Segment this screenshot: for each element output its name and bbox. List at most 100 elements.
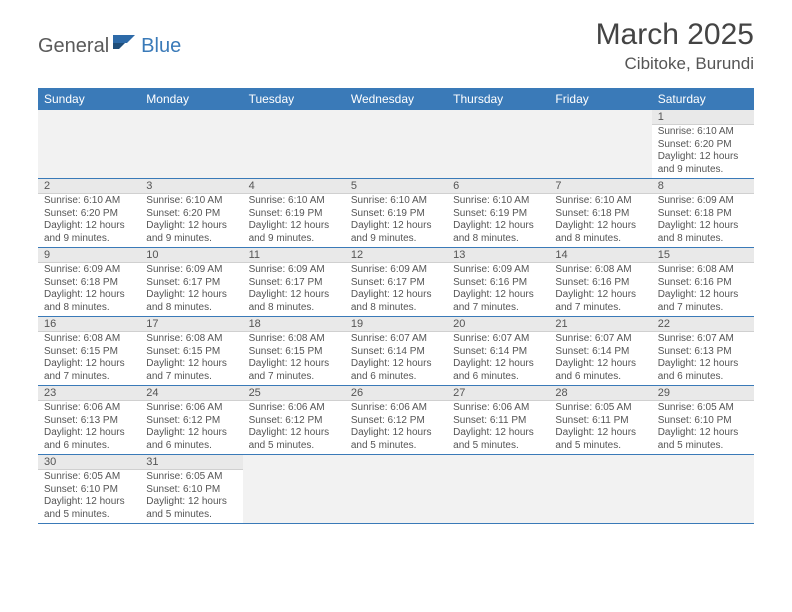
daylight-text: Daylight: 12 hours and 7 minutes. xyxy=(249,358,339,383)
sunset-text: Sunset: 6:20 PM xyxy=(658,139,748,152)
day-cell: 13Sunrise: 6:09 AMSunset: 6:16 PMDayligh… xyxy=(447,248,549,316)
weekday-label: Monday xyxy=(140,88,242,110)
sunrise-text: Sunrise: 6:09 AM xyxy=(351,264,441,277)
daylight-text: Daylight: 12 hours and 8 minutes. xyxy=(453,220,543,245)
sunrise-text: Sunrise: 6:08 AM xyxy=(146,333,236,346)
day-details: Sunrise: 6:09 AMSunset: 6:18 PMDaylight:… xyxy=(38,263,140,316)
day-number: 22 xyxy=(652,317,754,332)
day-number: 20 xyxy=(447,317,549,332)
logo-text-blue: Blue xyxy=(141,35,181,58)
day-number: 1 xyxy=(652,110,754,125)
sunset-text: Sunset: 6:16 PM xyxy=(658,277,748,290)
daylight-text: Daylight: 12 hours and 5 minutes. xyxy=(453,427,543,452)
day-number: 13 xyxy=(447,248,549,263)
sunrise-text: Sunrise: 6:10 AM xyxy=(555,195,645,208)
daylight-text: Daylight: 12 hours and 8 minutes. xyxy=(555,220,645,245)
weekday-label: Wednesday xyxy=(345,88,447,110)
sunrise-text: Sunrise: 6:06 AM xyxy=(351,402,441,415)
day-details: Sunrise: 6:10 AMSunset: 6:20 PMDaylight:… xyxy=(38,194,140,247)
daylight-text: Daylight: 12 hours and 9 minutes. xyxy=(249,220,339,245)
sunset-text: Sunset: 6:12 PM xyxy=(249,415,339,428)
day-cell: 21Sunrise: 6:07 AMSunset: 6:14 PMDayligh… xyxy=(549,317,651,385)
sunrise-text: Sunrise: 6:07 AM xyxy=(351,333,441,346)
daylight-text: Daylight: 12 hours and 8 minutes. xyxy=(658,220,748,245)
sunset-text: Sunset: 6:17 PM xyxy=(249,277,339,290)
empty-cell xyxy=(345,110,447,178)
daylight-text: Daylight: 12 hours and 7 minutes. xyxy=(658,289,748,314)
sunset-text: Sunset: 6:11 PM xyxy=(555,415,645,428)
sunrise-text: Sunrise: 6:09 AM xyxy=(146,264,236,277)
sunset-text: Sunset: 6:15 PM xyxy=(249,346,339,359)
day-details: Sunrise: 6:10 AMSunset: 6:18 PMDaylight:… xyxy=(549,194,651,247)
sunrise-text: Sunrise: 6:09 AM xyxy=(44,264,134,277)
daylight-text: Daylight: 12 hours and 8 minutes. xyxy=(44,289,134,314)
daylight-text: Daylight: 12 hours and 7 minutes. xyxy=(44,358,134,383)
weekday-header: SundayMondayTuesdayWednesdayThursdayFrid… xyxy=(38,88,754,110)
week-row: 2Sunrise: 6:10 AMSunset: 6:20 PMDaylight… xyxy=(38,179,754,248)
day-details: Sunrise: 6:09 AMSunset: 6:17 PMDaylight:… xyxy=(243,263,345,316)
day-number: 16 xyxy=(38,317,140,332)
empty-cell xyxy=(447,455,549,523)
sunrise-text: Sunrise: 6:06 AM xyxy=(146,402,236,415)
day-number: 2 xyxy=(38,179,140,194)
day-cell: 17Sunrise: 6:08 AMSunset: 6:15 PMDayligh… xyxy=(140,317,242,385)
sunset-text: Sunset: 6:14 PM xyxy=(555,346,645,359)
week-row: 30Sunrise: 6:05 AMSunset: 6:10 PMDayligh… xyxy=(38,455,754,524)
week-row: 23Sunrise: 6:06 AMSunset: 6:13 PMDayligh… xyxy=(38,386,754,455)
daylight-text: Daylight: 12 hours and 8 minutes. xyxy=(351,289,441,314)
day-cell: 5Sunrise: 6:10 AMSunset: 6:19 PMDaylight… xyxy=(345,179,447,247)
day-details: Sunrise: 6:10 AMSunset: 6:19 PMDaylight:… xyxy=(447,194,549,247)
sunset-text: Sunset: 6:12 PM xyxy=(351,415,441,428)
weekday-label: Sunday xyxy=(38,88,140,110)
day-number: 27 xyxy=(447,386,549,401)
sunset-text: Sunset: 6:11 PM xyxy=(453,415,543,428)
day-cell: 24Sunrise: 6:06 AMSunset: 6:12 PMDayligh… xyxy=(140,386,242,454)
sunrise-text: Sunrise: 6:08 AM xyxy=(555,264,645,277)
day-number: 5 xyxy=(345,179,447,194)
day-details: Sunrise: 6:05 AMSunset: 6:11 PMDaylight:… xyxy=(549,401,651,454)
sunset-text: Sunset: 6:14 PM xyxy=(351,346,441,359)
day-cell: 10Sunrise: 6:09 AMSunset: 6:17 PMDayligh… xyxy=(140,248,242,316)
logo: General Blue xyxy=(38,35,181,58)
month-title: March 2025 xyxy=(596,18,754,52)
sunset-text: Sunset: 6:13 PM xyxy=(658,346,748,359)
day-cell: 7Sunrise: 6:10 AMSunset: 6:18 PMDaylight… xyxy=(549,179,651,247)
day-number: 8 xyxy=(652,179,754,194)
day-number: 19 xyxy=(345,317,447,332)
logo-text-general: General xyxy=(38,35,109,58)
sunrise-text: Sunrise: 6:07 AM xyxy=(555,333,645,346)
day-details: Sunrise: 6:07 AMSunset: 6:14 PMDaylight:… xyxy=(447,332,549,385)
daylight-text: Daylight: 12 hours and 9 minutes. xyxy=(351,220,441,245)
day-number: 29 xyxy=(652,386,754,401)
day-details: Sunrise: 6:05 AMSunset: 6:10 PMDaylight:… xyxy=(652,401,754,454)
sunrise-text: Sunrise: 6:08 AM xyxy=(249,333,339,346)
day-cell: 23Sunrise: 6:06 AMSunset: 6:13 PMDayligh… xyxy=(38,386,140,454)
day-cell: 4Sunrise: 6:10 AMSunset: 6:19 PMDaylight… xyxy=(243,179,345,247)
daylight-text: Daylight: 12 hours and 6 minutes. xyxy=(146,427,236,452)
sunrise-text: Sunrise: 6:08 AM xyxy=(44,333,134,346)
day-cell: 22Sunrise: 6:07 AMSunset: 6:13 PMDayligh… xyxy=(652,317,754,385)
daylight-text: Daylight: 12 hours and 6 minutes. xyxy=(555,358,645,383)
day-cell: 28Sunrise: 6:05 AMSunset: 6:11 PMDayligh… xyxy=(549,386,651,454)
sunset-text: Sunset: 6:18 PM xyxy=(44,277,134,290)
day-number: 24 xyxy=(140,386,242,401)
daylight-text: Daylight: 12 hours and 5 minutes. xyxy=(555,427,645,452)
day-cell: 9Sunrise: 6:09 AMSunset: 6:18 PMDaylight… xyxy=(38,248,140,316)
day-cell: 1Sunrise: 6:10 AMSunset: 6:20 PMDaylight… xyxy=(652,110,754,178)
day-details: Sunrise: 6:10 AMSunset: 6:19 PMDaylight:… xyxy=(345,194,447,247)
day-number: 4 xyxy=(243,179,345,194)
day-details: Sunrise: 6:10 AMSunset: 6:19 PMDaylight:… xyxy=(243,194,345,247)
sunset-text: Sunset: 6:14 PM xyxy=(453,346,543,359)
day-number: 17 xyxy=(140,317,242,332)
day-number: 9 xyxy=(38,248,140,263)
sunrise-text: Sunrise: 6:05 AM xyxy=(44,471,134,484)
day-number: 21 xyxy=(549,317,651,332)
empty-cell xyxy=(38,110,140,178)
sunset-text: Sunset: 6:16 PM xyxy=(453,277,543,290)
calendar: SundayMondayTuesdayWednesdayThursdayFrid… xyxy=(38,88,754,524)
sunset-text: Sunset: 6:17 PM xyxy=(351,277,441,290)
day-number: 25 xyxy=(243,386,345,401)
day-details: Sunrise: 6:08 AMSunset: 6:15 PMDaylight:… xyxy=(38,332,140,385)
day-cell: 25Sunrise: 6:06 AMSunset: 6:12 PMDayligh… xyxy=(243,386,345,454)
day-details: Sunrise: 6:07 AMSunset: 6:14 PMDaylight:… xyxy=(345,332,447,385)
